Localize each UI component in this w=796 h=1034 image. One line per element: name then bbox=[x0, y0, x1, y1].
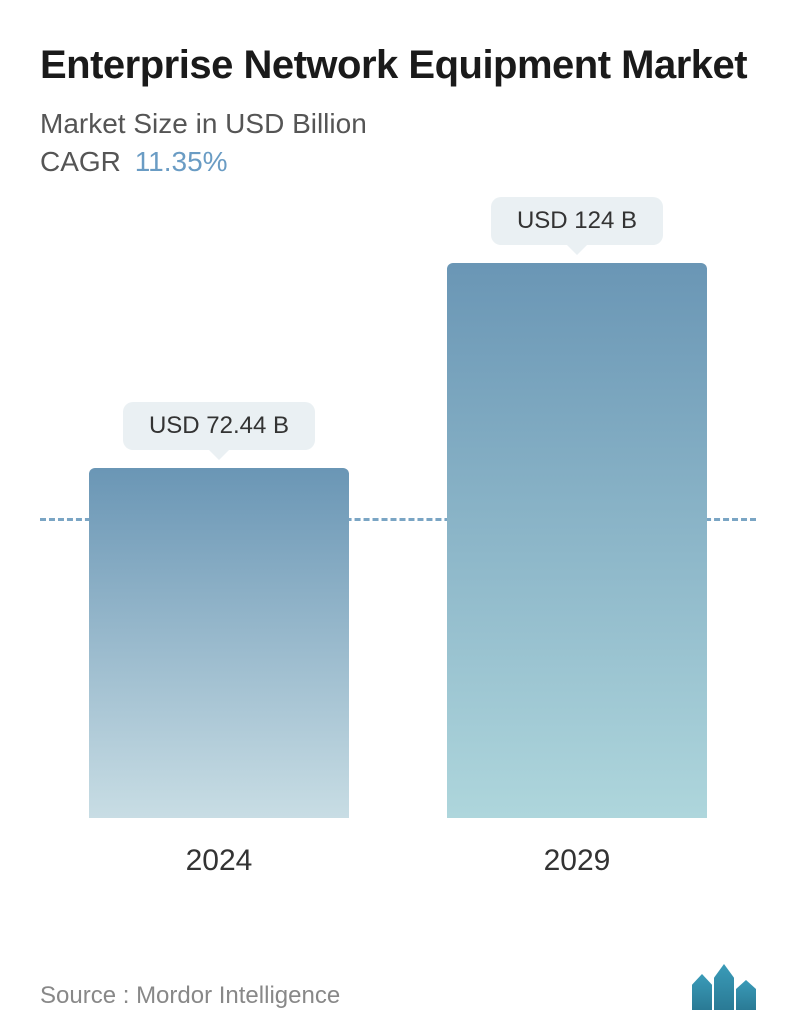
bar-group-2029: USD 124 B bbox=[447, 197, 707, 818]
bar-2029 bbox=[447, 263, 707, 818]
source-label: Source : bbox=[40, 982, 129, 1009]
chart-title: Enterprise Network Equipment Market bbox=[40, 40, 756, 90]
chart-area: USD 72.44 B USD 124 B 2024 2029 bbox=[40, 198, 756, 878]
cagr-value: 11.35% bbox=[135, 146, 228, 177]
footer: Source : Mordor Intelligence bbox=[40, 964, 756, 1010]
value-badge-2029: USD 124 B bbox=[491, 197, 663, 245]
cagr-row: CAGR 11.35% bbox=[40, 146, 756, 178]
source-value: Mordor Intelligence bbox=[136, 982, 340, 1009]
x-label-2029: 2029 bbox=[447, 844, 707, 878]
bar-group-2024: USD 72.44 B bbox=[89, 402, 349, 818]
cagr-label: CAGR bbox=[40, 146, 121, 177]
x-axis-labels: 2024 2029 bbox=[40, 844, 756, 878]
chart-subtitle: Market Size in USD Billion bbox=[40, 108, 756, 140]
bar-2024 bbox=[89, 468, 349, 818]
source-attribution: Source : Mordor Intelligence bbox=[40, 982, 340, 1010]
value-badge-2024: USD 72.44 B bbox=[123, 402, 315, 450]
bars-container: USD 72.44 B USD 124 B bbox=[40, 198, 756, 818]
mordor-logo-icon bbox=[692, 964, 756, 1010]
x-label-2024: 2024 bbox=[89, 844, 349, 878]
